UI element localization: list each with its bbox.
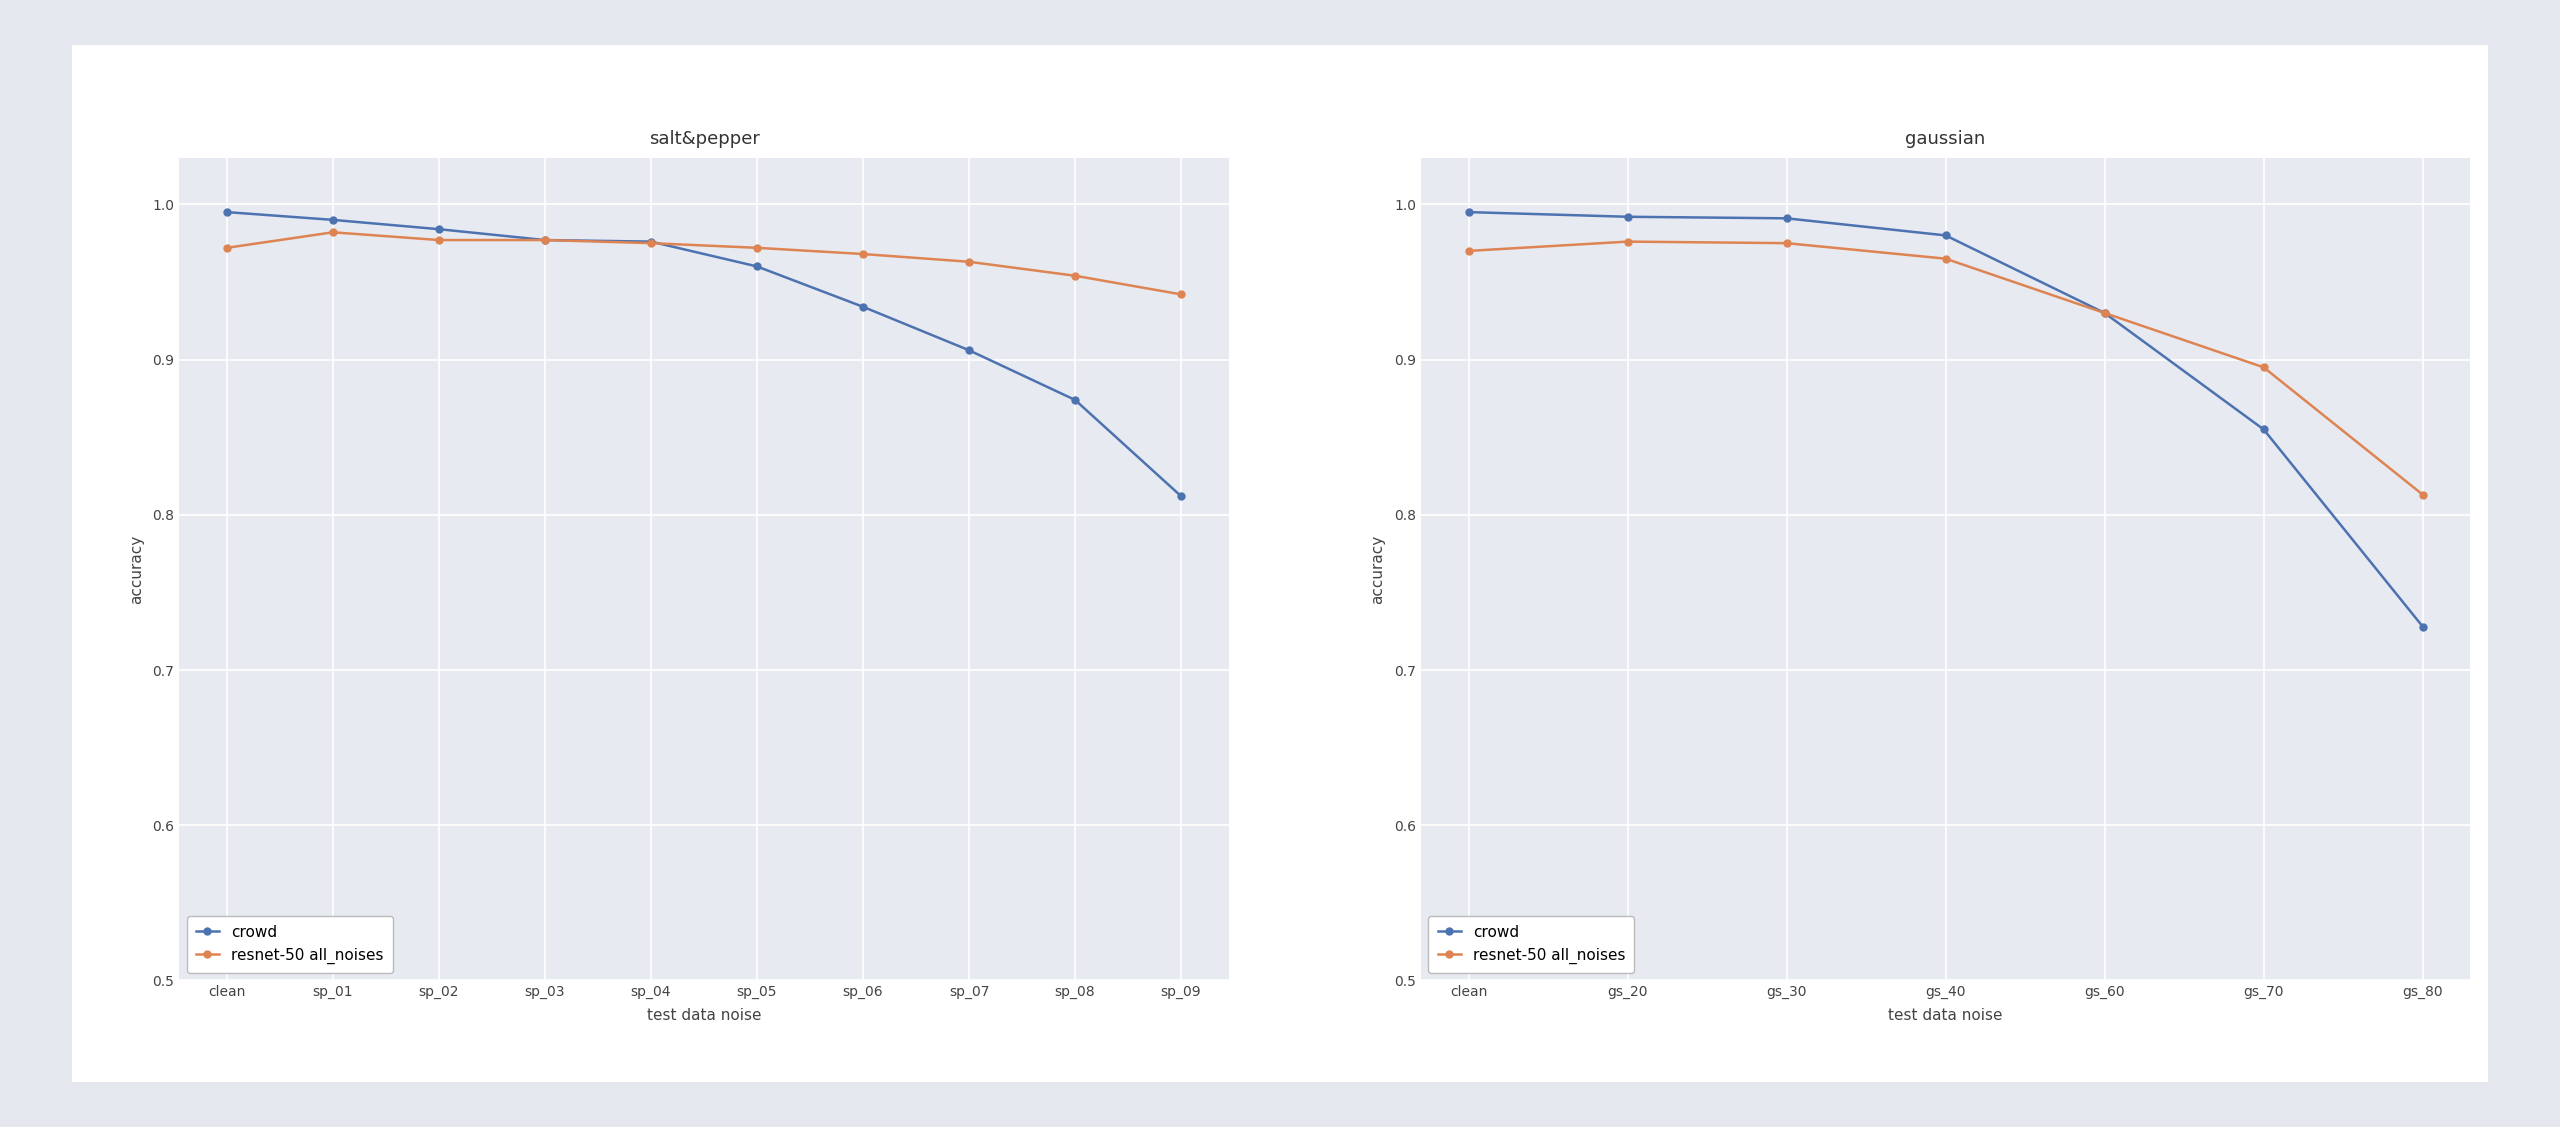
resnet-50 all_noises: [212, 241, 243, 255]
Legend: crowd, resnet-50 all_noises: crowd, resnet-50 all_noises: [1428, 915, 1633, 973]
resnet-50 all_noises: [1060, 269, 1091, 283]
crowd: [742, 259, 773, 273]
Y-axis label: accuracy: accuracy: [128, 534, 143, 604]
crowd: [2089, 307, 2120, 320]
crowd: [955, 344, 986, 357]
crowd: [1165, 489, 1196, 503]
crowd: [317, 213, 348, 227]
Y-axis label: accuracy: accuracy: [1370, 534, 1385, 604]
crowd: [847, 300, 878, 313]
resnet-50 all_noises: [742, 241, 773, 255]
resnet-50 all_noises: [2089, 307, 2120, 320]
Line: resnet-50 all_noises: resnet-50 all_noises: [1464, 238, 2427, 498]
Legend: crowd, resnet-50 all_noises: crowd, resnet-50 all_noises: [187, 915, 392, 973]
crowd: [530, 233, 561, 247]
resnet-50 all_noises: [1454, 245, 1485, 258]
Title: gaussian: gaussian: [1905, 130, 1987, 148]
crowd: [1454, 205, 1485, 219]
resnet-50 all_noises: [955, 255, 986, 268]
resnet-50 all_noises: [1613, 234, 1644, 248]
crowd: [1060, 393, 1091, 407]
Line: crowd: crowd: [1464, 208, 2427, 630]
resnet-50 all_noises: [1930, 252, 1961, 266]
Line: crowd: crowd: [223, 208, 1185, 499]
X-axis label: test data noise: test data noise: [648, 1008, 760, 1022]
crowd: [635, 234, 666, 248]
crowd: [2406, 620, 2437, 633]
resnet-50 all_noises: [317, 225, 348, 239]
resnet-50 all_noises: [530, 233, 561, 247]
X-axis label: test data noise: test data noise: [1889, 1008, 2002, 1022]
resnet-50 all_noises: [635, 237, 666, 250]
resnet-50 all_noises: [2248, 361, 2278, 374]
crowd: [1930, 229, 1961, 242]
crowd: [2248, 423, 2278, 436]
resnet-50 all_noises: [1772, 237, 1802, 250]
resnet-50 all_noises: [422, 233, 453, 247]
FancyBboxPatch shape: [23, 25, 2537, 1102]
crowd: [1613, 210, 1644, 223]
resnet-50 all_noises: [1165, 287, 1196, 301]
crowd: [422, 222, 453, 236]
crowd: [212, 205, 243, 219]
Line: resnet-50 all_noises: resnet-50 all_noises: [223, 229, 1185, 298]
resnet-50 all_noises: [847, 247, 878, 260]
Title: salt&pepper: salt&pepper: [648, 130, 760, 148]
crowd: [1772, 212, 1802, 225]
resnet-50 all_noises: [2406, 488, 2437, 502]
